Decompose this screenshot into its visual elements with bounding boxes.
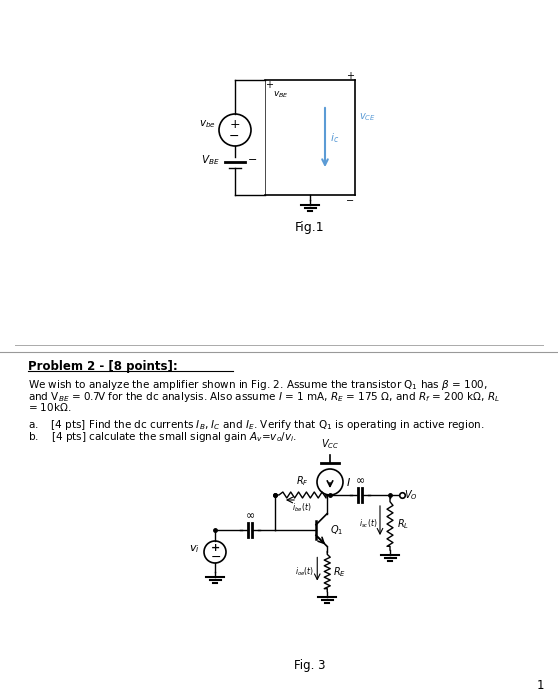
- Text: $i_{sc}(t)$: $i_{sc}(t)$: [359, 518, 377, 531]
- Text: $R_E$: $R_E$: [333, 565, 347, 579]
- Text: $V_O$: $V_O$: [404, 488, 418, 502]
- Text: $i_{be}(t)$: $i_{be}(t)$: [292, 502, 312, 514]
- Text: $R_L$: $R_L$: [397, 517, 409, 531]
- Text: $v_i$: $v_i$: [189, 543, 200, 555]
- Text: −: −: [248, 155, 257, 165]
- Text: $R_F$: $R_F$: [296, 474, 309, 488]
- Text: $v_{be}$: $v_{be}$: [199, 118, 216, 130]
- Text: $i_{oe}(t)$: $i_{oe}(t)$: [295, 566, 314, 578]
- Text: = 10k$\Omega$.: = 10k$\Omega$.: [28, 401, 71, 413]
- Text: $i_c$: $i_c$: [330, 131, 339, 145]
- Text: −: −: [229, 130, 239, 143]
- Text: −: −: [211, 550, 222, 564]
- Text: +: +: [210, 543, 220, 553]
- Text: Fig. 3: Fig. 3: [294, 659, 326, 672]
- Text: b.    [4 pts] calculate the small signal gain $A_v$=$v_o$/$v_i$.: b. [4 pts] calculate the small signal ga…: [28, 430, 297, 444]
- Text: −: −: [346, 196, 354, 206]
- Text: $v_{BE}$: $v_{BE}$: [273, 90, 288, 101]
- Text: $\infty$: $\infty$: [245, 510, 255, 520]
- Text: $V_{BE}$: $V_{BE}$: [201, 153, 220, 167]
- Text: a.    [4 pts] Find the dc currents $I_B$, $I_C$ and $I_E$. Verify that Q$_1$ is : a. [4 pts] Find the dc currents $I_B$, $…: [28, 418, 484, 432]
- Text: $v_{CE}$: $v_{CE}$: [359, 111, 376, 123]
- Text: Fig.1: Fig.1: [295, 220, 325, 234]
- Text: +: +: [230, 118, 240, 132]
- Text: $I$: $I$: [346, 476, 351, 488]
- Text: Problem 2 - [8 points]:: Problem 2 - [8 points]:: [28, 360, 178, 373]
- Text: and V$_{BE}$ = 0.7V for the dc analysis. Also assume $I$ = 1 mA, $R_E$ = 175 $\O: and V$_{BE}$ = 0.7V for the dc analysis.…: [28, 389, 500, 403]
- Text: +: +: [265, 80, 273, 90]
- Text: $\infty$: $\infty$: [355, 475, 365, 485]
- Text: We wish to analyze the amplifier shown in Fig. 2. Assume the transistor Q$_1$ ha: We wish to analyze the amplifier shown i…: [28, 378, 488, 392]
- Text: 1: 1: [536, 679, 543, 692]
- Text: +: +: [346, 71, 354, 81]
- Text: $Q_1$: $Q_1$: [330, 523, 344, 537]
- Text: $V_{CC}$: $V_{CC}$: [321, 438, 339, 451]
